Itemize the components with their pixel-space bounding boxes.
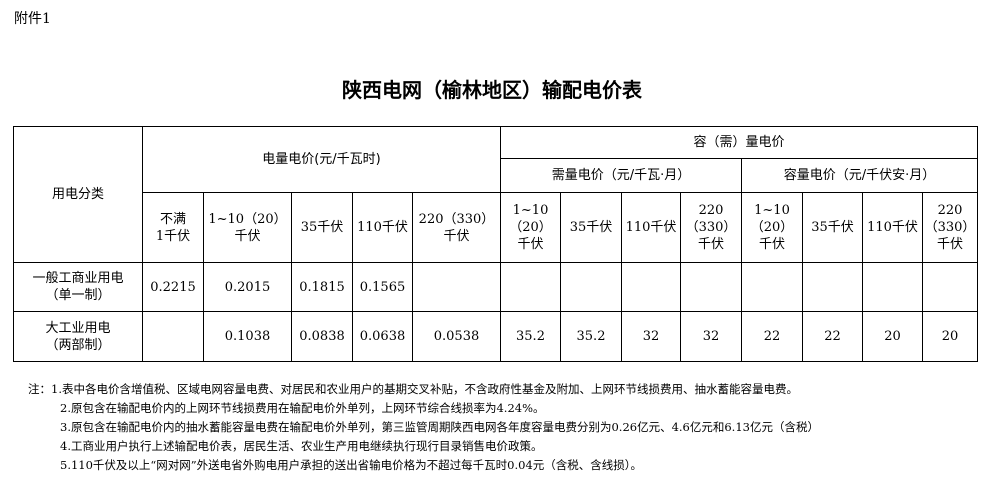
header-category: 用电分类 <box>13 126 143 263</box>
attachment-label: 附件1 <box>14 11 51 27</box>
col-capacity-1: 35千伏 <box>802 192 863 263</box>
price-cell <box>741 262 803 312</box>
table-row: 大工业用电 （两部制） 0.1038 0.0838 0.0638 0.0538 35.2 3… <box>13 311 979 362</box>
header-capacity-group: 容（需）量电价 <box>499 126 979 159</box>
header-capacity-price: 容量电价（元/千伏安·月） <box>740 158 979 193</box>
notes: 注：1.表中各电价含增值税、区域电网容量电费、对居民和农业用户的基期交叉补贴，不… <box>28 380 819 475</box>
col-demand-2: 110千伏 <box>621 192 681 263</box>
col-energy-0: 不满 1千伏 <box>142 192 204 263</box>
price-cell: 32 <box>621 311 681 362</box>
price-cell: 35.2 <box>560 311 622 362</box>
price-cell: 0.0638 <box>352 311 413 362</box>
note-4: 4.工商业用户执行上述输配电价表，居民生活、农业生产用电继续执行现行目录销售电价… <box>60 439 543 453</box>
price-cell: 0.1038 <box>203 311 292 362</box>
col-capacity-0: 1~10 （20） 千伏 <box>741 192 803 263</box>
note-3: 3.原包含在输配电价内的抽水蓄能容量电费在输配电价外单列，第三监管周期陕西电网各… <box>60 420 819 434</box>
price-cell: 0.2015 <box>203 262 292 312</box>
price-cell <box>862 262 923 312</box>
price-cell: 20 <box>862 311 923 362</box>
price-cell <box>412 262 501 312</box>
price-cell: 22 <box>802 311 863 362</box>
row-category: 一般工商业用电 （单一制） <box>13 262 143 312</box>
col-energy-3: 110千伏 <box>352 192 413 263</box>
price-cell <box>142 311 204 362</box>
price-cell <box>560 262 622 312</box>
note-2: 2.原包含在输配电价内的上网环节线损费用在输配电价外单列，上网环节综合线损率为4… <box>60 401 545 415</box>
price-cell <box>680 262 742 312</box>
table-row: 一般工商业用电 （单一制） 0.2215 0.2015 0.1815 0.1565 <box>13 262 979 312</box>
col-energy-4: 220（330） 千伏 <box>412 192 501 263</box>
price-cell <box>921 262 979 312</box>
price-table: 用电分类 电量电价(元/千瓦时) 容（需）量电价 需量电价（元/千瓦·月） 容量… <box>13 126 979 362</box>
note-1: 注：1.表中各电价含增值税、区域电网容量电费、对居民和农业用户的基期交叉补贴，不… <box>28 382 798 396</box>
page-title: 陕西电网（榆林地区）输配电价表 <box>342 78 642 102</box>
header-energy-price: 电量电价(元/千瓦时) <box>142 126 501 193</box>
price-cell: 35.2 <box>500 311 561 362</box>
col-energy-1: 1~10（20） 千伏 <box>203 192 292 263</box>
price-cell <box>621 262 681 312</box>
row-category: 大工业用电 （两部制） <box>13 311 143 362</box>
col-capacity-2: 110千伏 <box>862 192 923 263</box>
price-cell: 0.0838 <box>291 311 353 362</box>
col-capacity-3: 220 （330） 千伏 <box>921 192 979 263</box>
price-cell: 20 <box>921 311 979 362</box>
col-demand-1: 35千伏 <box>560 192 622 263</box>
price-cell: 32 <box>680 311 742 362</box>
header-demand-price: 需量电价（元/千瓦·月） <box>500 158 742 193</box>
price-cell <box>802 262 863 312</box>
col-demand-3: 220 （330） 千伏 <box>680 192 742 263</box>
price-cell: 0.0538 <box>412 311 501 362</box>
price-cell: 22 <box>741 311 803 362</box>
note-5: 5.110千伏及以上“网对网”外送电省外购电用户承担的送出省输电价格为不超过每千… <box>60 458 643 472</box>
price-cell: 0.1815 <box>291 262 353 312</box>
col-energy-2: 35千伏 <box>291 192 353 263</box>
price-cell: 0.1565 <box>352 262 413 312</box>
col-demand-0: 1~10 （20） 千伏 <box>500 192 561 263</box>
price-cell <box>500 262 561 312</box>
price-cell: 0.2215 <box>142 262 204 312</box>
